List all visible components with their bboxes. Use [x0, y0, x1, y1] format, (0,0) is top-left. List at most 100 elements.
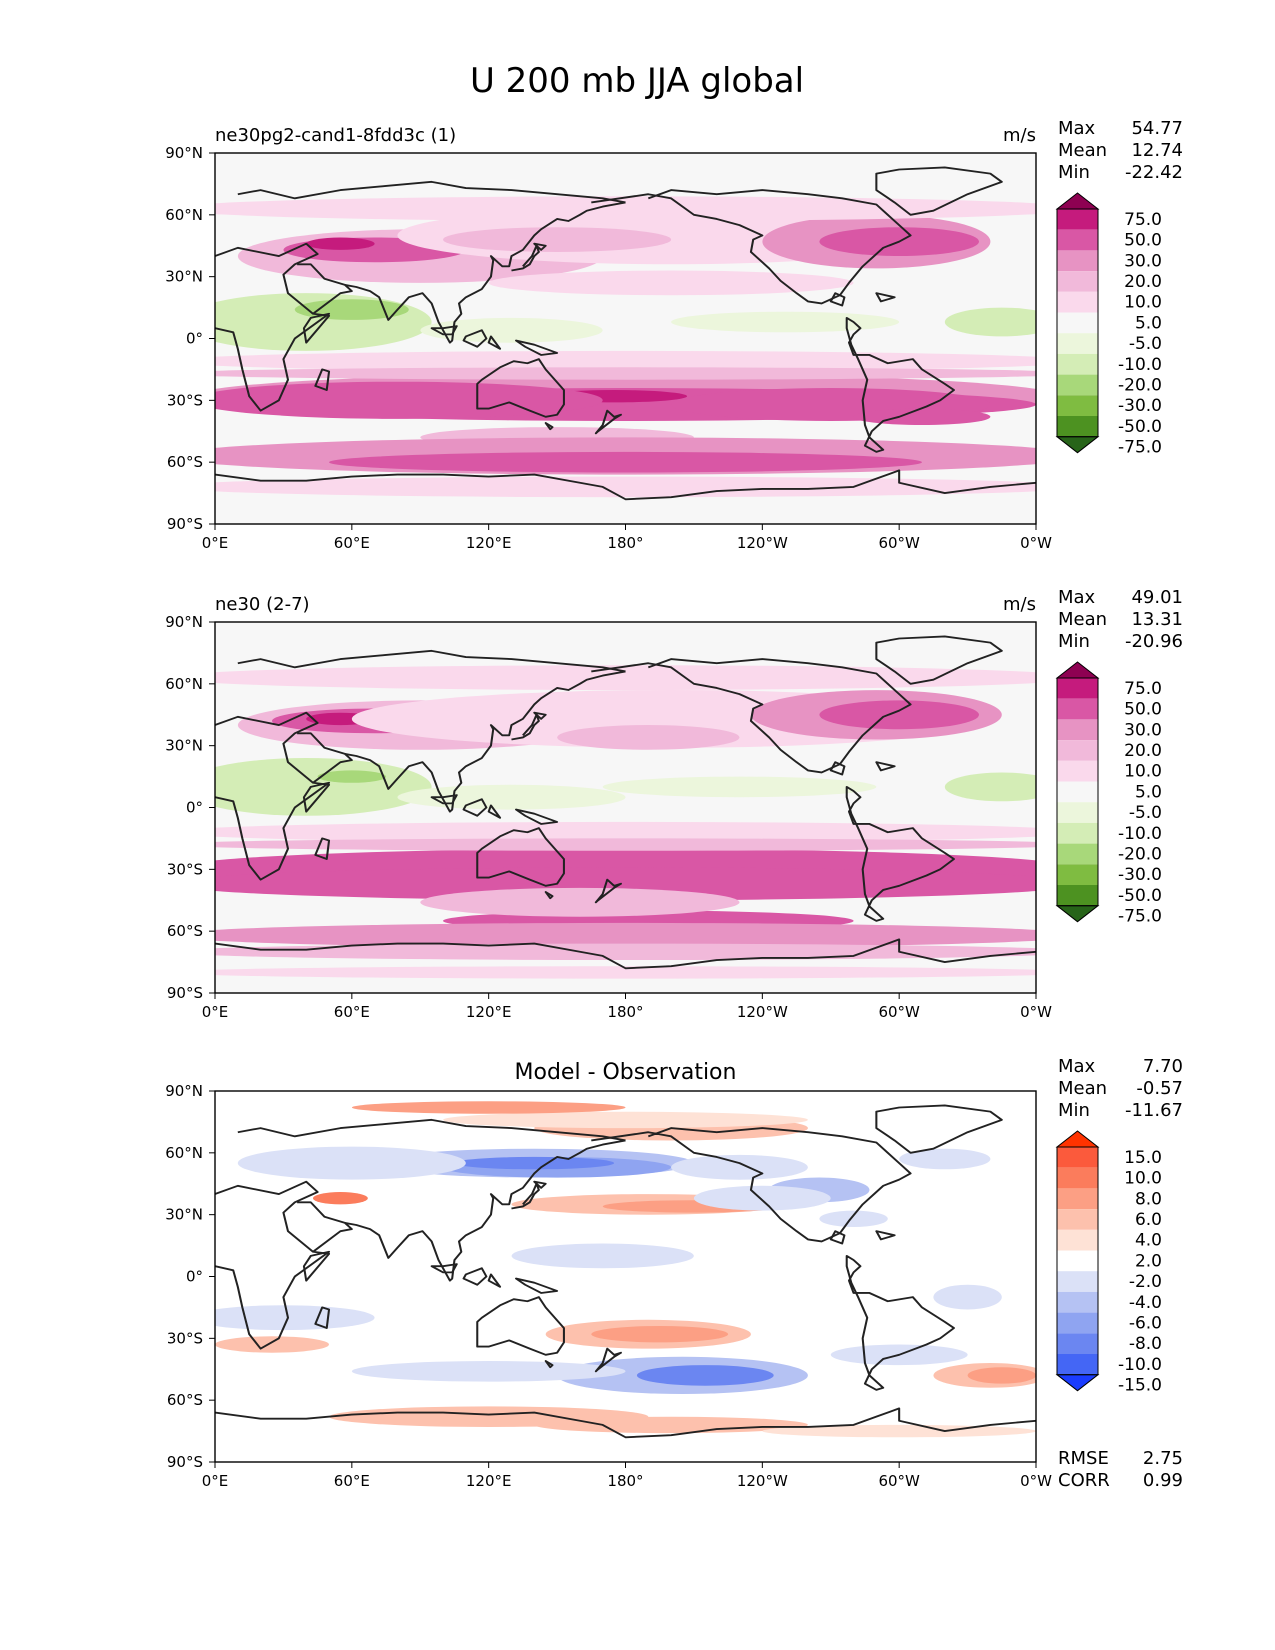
colorbar-segment — [1057, 1291, 1098, 1313]
figure-title: U 200 mb JJA global — [470, 61, 804, 101]
colorbar-level-label: -2.0 — [1129, 1272, 1162, 1292]
stat-label: Min — [1058, 1100, 1090, 1121]
y-tick-label: 90°N — [165, 144, 203, 162]
y-tick-label: 60°N — [165, 206, 203, 224]
field-contour — [215, 381, 603, 419]
y-tick-label: 30°N — [165, 1206, 203, 1224]
y-tick-label: 90°S — [167, 1453, 203, 1471]
colorbar-extend-bottom — [1055, 905, 1100, 923]
field-contour — [443, 1111, 808, 1129]
x-tick-label: 60°E — [334, 1003, 370, 1021]
colorbar-level-label: 5.0 — [1135, 313, 1162, 333]
colorbar-level-label: 6.0 — [1135, 1210, 1162, 1230]
field-contour — [215, 665, 1036, 690]
x-tick-label: 60°E — [334, 1472, 370, 1490]
x-tick-label: 0°W — [1020, 534, 1052, 552]
y-tick-label: 30°S — [167, 860, 203, 878]
field-contour — [534, 1416, 808, 1434]
colorbar-level-label: 30.0 — [1124, 251, 1162, 271]
colorbar-extend-bottom — [1055, 1374, 1100, 1392]
colorbar-level-label: 4.0 — [1135, 1231, 1162, 1251]
colorbar-level-label: -4.0 — [1129, 1293, 1162, 1313]
colorbar-level-label: 30.0 — [1124, 720, 1162, 740]
colorbar-segment — [1057, 760, 1098, 782]
panel-units: m/s — [1003, 125, 1036, 146]
colorbar-segment — [1057, 1271, 1098, 1292]
stat-label: Min — [1058, 162, 1090, 183]
y-tick-label: 60°S — [167, 1391, 203, 1409]
colorbar-level-label: 10.0 — [1124, 1169, 1162, 1189]
field-contour — [215, 1305, 375, 1331]
colorbar-segment — [1057, 1312, 1098, 1334]
field-contour — [351, 1361, 626, 1382]
y-tick-label: 60°N — [165, 1144, 203, 1162]
colorbar-segment — [1057, 740, 1098, 761]
colorbar-segment — [1057, 416, 1098, 437]
field-contour — [819, 1210, 888, 1228]
x-tick-label: 0°E — [202, 1003, 229, 1021]
colorbar-segment — [1057, 1229, 1098, 1251]
stat-value: -11.67 — [1125, 1100, 1183, 1121]
colorbar-segment — [1057, 1188, 1098, 1210]
field-contour — [215, 821, 1036, 843]
colorbar-segment — [1057, 719, 1098, 741]
colorbar-segment — [1057, 291, 1098, 313]
panel-units: m/s — [1003, 594, 1036, 615]
colorbar-extend-top — [1055, 661, 1100, 679]
field-contour — [967, 1367, 1036, 1384]
x-tick-label: 60°W — [878, 1003, 920, 1021]
colorbar-level-label: -8.0 — [1129, 1334, 1162, 1354]
y-tick-label: 0° — [186, 799, 203, 817]
y-tick-label: 60°S — [167, 922, 203, 940]
stat-value: 2.75 — [1143, 1448, 1183, 1469]
x-tick-label: 180° — [607, 1472, 643, 1490]
colorbar-level-label: -30.0 — [1118, 865, 1162, 885]
colorbar-segment — [1057, 250, 1098, 272]
colorbar-level-label: -50.0 — [1118, 886, 1162, 906]
panel-title: Model - Observation — [515, 1060, 737, 1085]
x-tick-label: 120°W — [737, 534, 788, 552]
panel-reference: 0°E 60°E 120°E 180° 120°W 60°W 0°W 90°N 60°N 30°N… — [165, 587, 1183, 1021]
colorbar-level-label: -20.0 — [1118, 375, 1162, 395]
field-contour — [454, 1156, 615, 1170]
stat-label: Mean — [1058, 609, 1107, 630]
colorbar-level-label: -10.0 — [1118, 1355, 1162, 1375]
field-contour — [602, 776, 877, 798]
stat-label: Min — [1058, 631, 1090, 652]
field-contour — [511, 1243, 694, 1269]
colorbar-frame — [1056, 1146, 1099, 1376]
field-contour — [671, 1154, 808, 1180]
field-contour — [215, 966, 1036, 979]
colorbar-level-label: -30.0 — [1118, 396, 1162, 416]
field-contour — [215, 922, 1036, 948]
field-contour — [819, 700, 979, 730]
field-contour — [693, 1185, 831, 1211]
x-tick-label: 60°E — [334, 534, 370, 552]
colorbar-segment — [1057, 864, 1098, 885]
colorbar-level-label: 15.0 — [1124, 1148, 1162, 1168]
colorbar-extend-top — [1055, 1130, 1100, 1148]
field-contour — [215, 943, 1036, 960]
x-tick-label: 180° — [607, 534, 643, 552]
colorbar-level-label: -75.0 — [1118, 907, 1162, 927]
field-contour — [215, 1336, 329, 1353]
colorbar-level-label: 20.0 — [1124, 272, 1162, 292]
field-contour — [671, 311, 900, 333]
colorbar-level-label: 8.0 — [1135, 1189, 1162, 1209]
field-contour — [443, 227, 672, 253]
colorbar-segment — [1057, 843, 1098, 865]
colorbar-level-label: -10.0 — [1118, 355, 1162, 375]
colorbar-level-label: 10.0 — [1124, 762, 1162, 782]
colorbar: 75.050.030.020.010.05.0-5.0-10.0-20.0-30… — [1055, 192, 1162, 458]
field-contour — [317, 770, 386, 783]
colorbar-segment — [1057, 1354, 1098, 1375]
y-tick-label: 30°N — [165, 737, 203, 755]
colorbar-level-label: -50.0 — [1118, 417, 1162, 437]
stat-value: 12.74 — [1131, 140, 1183, 161]
colorbar-level-label: -20.0 — [1118, 844, 1162, 864]
field-contour — [351, 1101, 626, 1114]
colorbar-frame — [1056, 208, 1099, 438]
field-contour — [420, 887, 740, 917]
colorbar-level-label: -10.0 — [1118, 824, 1162, 844]
y-tick-label: 60°N — [165, 675, 203, 693]
